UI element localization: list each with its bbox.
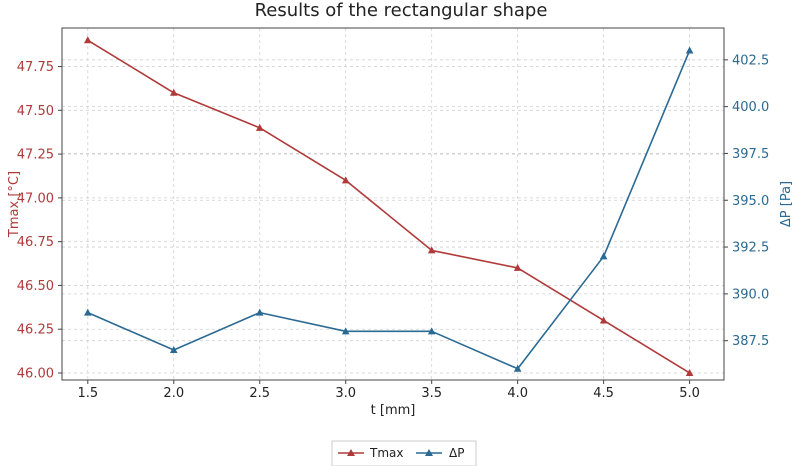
x-tick-label: 5.0 bbox=[679, 386, 700, 401]
left-tick-label: 46.25 bbox=[17, 323, 54, 338]
right-axis-ticks: 387.5 390.0 392.5 395.0 397.5 400.0 402.5 bbox=[724, 53, 769, 349]
legend-label-tmax: Tmax bbox=[369, 446, 403, 460]
data-point-tmax bbox=[169, 88, 178, 96]
x-tick-label: 2.5 bbox=[249, 386, 270, 401]
chart-title: Results of the rectangular shape bbox=[255, 0, 548, 21]
left-tick-label: 47.25 bbox=[17, 148, 54, 163]
x-tick-label: 2.0 bbox=[163, 386, 184, 401]
legend: Tmax ΔP bbox=[331, 440, 477, 466]
left-tick-label: 46.00 bbox=[17, 366, 54, 381]
legend-marker-dp bbox=[425, 449, 433, 456]
data-point-tmax bbox=[341, 176, 350, 184]
right-axis-label: ΔP [Pa] bbox=[779, 181, 794, 227]
x-tick-label: 4.0 bbox=[507, 386, 528, 401]
right-tick-label: 400.0 bbox=[732, 100, 769, 115]
left-axis-label: Tmax [°C] bbox=[7, 171, 22, 238]
data-point-dp bbox=[427, 327, 436, 335]
plot-frame bbox=[61, 27, 725, 381]
right-tick-label: 390.0 bbox=[732, 287, 769, 302]
data-point-dp bbox=[341, 327, 350, 335]
series-line-dp bbox=[87, 50, 691, 370]
data-point-tmax bbox=[513, 263, 522, 271]
left-axis-ticks: 46.00 46.25 46.50 46.75 47.00 47.25 47.50 47.75 bbox=[17, 60, 62, 381]
data-point-dp bbox=[599, 252, 608, 260]
data-point-tmax bbox=[255, 123, 264, 131]
x-axis-ticks: 1.5 2.0 2.5 3.0 3.5 4.0 4.5 5.0 bbox=[77, 380, 700, 401]
right-tick-label: 392.5 bbox=[732, 241, 769, 256]
data-point-tmax bbox=[83, 36, 92, 44]
left-tick-label: 46.50 bbox=[17, 279, 54, 294]
data-point-dp bbox=[685, 46, 694, 54]
x-tick-label: 4.5 bbox=[593, 386, 614, 401]
legend-label-dp: ΔP bbox=[449, 446, 464, 460]
data-point-dp bbox=[255, 308, 264, 316]
x-tick-label: 1.5 bbox=[77, 386, 98, 401]
right-tick-label: 387.5 bbox=[732, 334, 769, 349]
left-tick-label: 47.75 bbox=[17, 60, 54, 75]
x-axis-label: t [mm] bbox=[371, 403, 416, 418]
data-point-tmax bbox=[599, 316, 608, 324]
series-line-tmax bbox=[87, 39, 691, 374]
data-point-tmax bbox=[427, 246, 436, 254]
data-point-dp bbox=[169, 346, 178, 354]
x-tick-label: 3.5 bbox=[421, 386, 442, 401]
right-tick-label: 397.5 bbox=[732, 147, 769, 162]
left-tick-label: 47.00 bbox=[17, 191, 54, 206]
left-tick-label: 47.50 bbox=[17, 104, 54, 119]
data-point-dp bbox=[83, 308, 92, 316]
x-tick-label: 3.0 bbox=[335, 386, 356, 401]
series-layer bbox=[83, 36, 694, 376]
right-tick-label: 395.0 bbox=[732, 194, 769, 209]
right-tick-label: 402.5 bbox=[732, 53, 769, 68]
grid bbox=[62, 28, 724, 380]
legend-marker-tmax bbox=[347, 449, 355, 456]
data-point-dp bbox=[513, 364, 522, 372]
data-point-tmax bbox=[685, 368, 694, 376]
left-tick-label: 46.75 bbox=[17, 235, 54, 250]
